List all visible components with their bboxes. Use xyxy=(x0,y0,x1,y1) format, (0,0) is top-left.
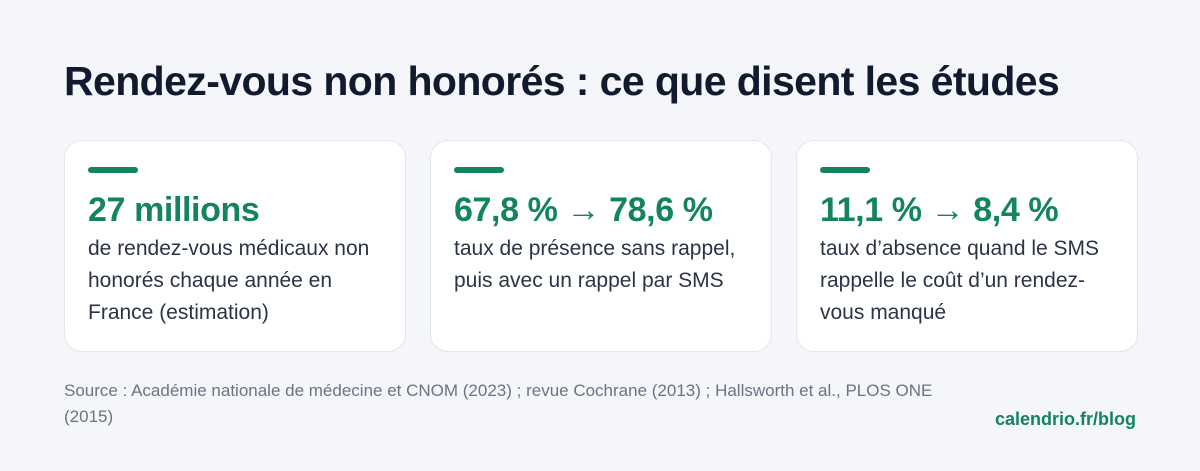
page-title: Rendez-vous non honorés : ce que disent … xyxy=(64,58,1060,104)
stat-value: 11,1 % → 8,4 % xyxy=(820,191,1059,229)
blog-link[interactable]: calendrio.fr/blog xyxy=(994,409,1136,429)
stat-description: de rendez-vous médicaux non honorés chaq… xyxy=(88,237,370,324)
stat-card-attendance-rate: 67,8 % → 78,6 % taux de présence sans ra… xyxy=(430,140,772,352)
card-accent-bar xyxy=(454,167,504,173)
stat-card-missed-appointments: 27 millions de rendez-vous médicaux non … xyxy=(64,140,406,352)
stat-description: taux de présence sans rappel, puis avec … xyxy=(454,237,736,292)
card-accent-bar xyxy=(820,167,870,173)
stat-value: 27 millions xyxy=(88,191,260,229)
stat-description: taux d’absence quand le SMS rappelle le … xyxy=(820,237,1100,324)
stat-card-absence-rate: 11,1 % → 8,4 % taux d’absence quand le S… xyxy=(796,140,1138,352)
source-citation: Source : Académie nationale de médecine … xyxy=(64,381,933,426)
stat-value: 67,8 % → 78,6 % xyxy=(454,191,713,229)
card-accent-bar xyxy=(88,167,138,173)
stats-cards: 27 millions de rendez-vous médicaux non … xyxy=(64,140,1138,352)
